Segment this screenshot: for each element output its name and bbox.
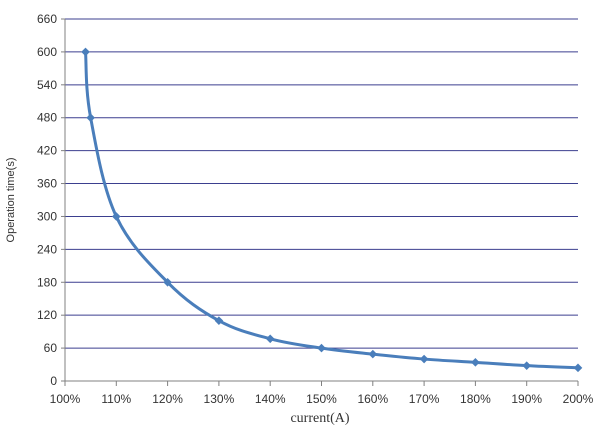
y-tick-label: 540 bbox=[37, 78, 57, 92]
x-tick-label: 160% bbox=[357, 392, 388, 406]
y-tick-label: 60 bbox=[44, 341, 58, 355]
y-axis-ticks: 0 60 120 180 240 300 360 420 480 540 600 660 bbox=[37, 12, 65, 388]
data-markers bbox=[81, 47, 583, 373]
x-tick-label: 150% bbox=[306, 392, 337, 406]
y-tick-label: 180 bbox=[37, 275, 57, 289]
x-tick-label: 170% bbox=[409, 392, 440, 406]
x-tick-label: 110% bbox=[101, 392, 131, 406]
x-tick-label: 100% bbox=[50, 392, 81, 406]
data-point-marker bbox=[573, 363, 583, 373]
x-tick-label: 200% bbox=[563, 392, 593, 406]
y-tick-label: 240 bbox=[37, 242, 57, 256]
data-point-marker bbox=[265, 334, 275, 344]
x-tick-label: 180% bbox=[460, 392, 491, 406]
data-point-marker bbox=[471, 358, 480, 367]
data-point-marker bbox=[368, 349, 378, 359]
data-point-marker bbox=[317, 343, 326, 353]
y-axis-title: Operation time(s) bbox=[5, 158, 17, 243]
data-point-marker bbox=[419, 354, 429, 364]
axes bbox=[64, 19, 578, 382]
x-tick-label: 130% bbox=[204, 392, 235, 406]
x-tick-label: 190% bbox=[511, 392, 542, 406]
y-tick-label: 0 bbox=[50, 374, 57, 388]
data-point-marker bbox=[111, 212, 121, 221]
y-tick-label: 300 bbox=[37, 209, 57, 223]
data-point-marker bbox=[522, 361, 532, 370]
y-tick-label: 480 bbox=[37, 111, 57, 125]
data-point-marker bbox=[81, 47, 90, 57]
series-line bbox=[84, 50, 580, 370]
data-point-marker bbox=[214, 316, 224, 325]
data-point-marker bbox=[163, 277, 172, 287]
x-tick-label: 120% bbox=[152, 392, 183, 406]
y-tick-label: 120 bbox=[37, 308, 57, 322]
x-tick-label: 140% bbox=[255, 392, 286, 406]
y-tick-label: 660 bbox=[37, 12, 57, 26]
data-point-marker bbox=[86, 113, 95, 123]
x-axis-ticks: 100% 110% 120% 130% 140% 150% 160% 170% 180% 190%… bbox=[50, 381, 593, 406]
x-axis-title: current(A) bbox=[290, 411, 349, 426]
y-tick-label: 420 bbox=[37, 144, 57, 158]
y-tick-label: 600 bbox=[37, 45, 57, 59]
y-tick-label: 360 bbox=[37, 177, 57, 191]
grid bbox=[65, 18, 578, 349]
